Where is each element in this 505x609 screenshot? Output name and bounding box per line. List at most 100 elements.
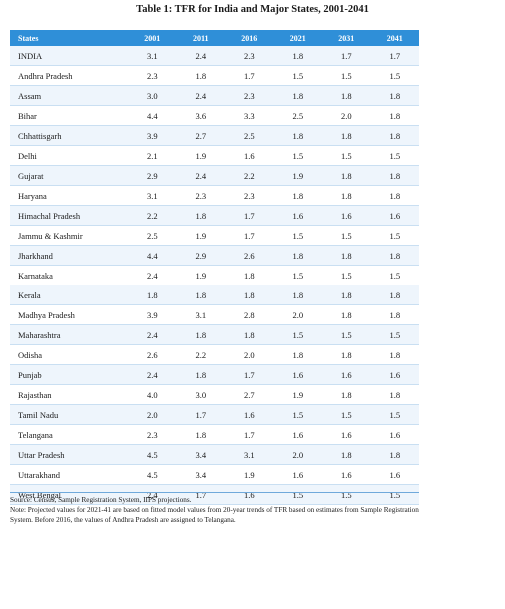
tfr-value-cell: 1.6 xyxy=(243,150,255,161)
header-year: 2001 xyxy=(144,33,161,43)
state-name-cell: Haryana xyxy=(18,190,47,201)
state-name-cell: Chhattisgarh xyxy=(18,130,62,141)
tfr-value-cell: 1.7 xyxy=(243,429,255,440)
tfr-value-cell: 3.4 xyxy=(195,469,207,480)
header-year: 2041 xyxy=(386,33,403,43)
table-row: INDIA 3.1 2.4 2.3 1.8 1.7 1.7 xyxy=(10,46,419,66)
tfr-value-cell: 1.6 xyxy=(389,369,401,380)
tfr-value-cell: 2.0 xyxy=(243,349,255,360)
tfr-value-cell: 1.7 xyxy=(389,50,401,61)
tfr-value-cell: 1.6 xyxy=(292,429,304,440)
tfr-value-cell: 1.8 xyxy=(340,250,352,261)
tfr-value-cell: 1.9 xyxy=(243,469,255,480)
tfr-value-cell: 2.4 xyxy=(146,369,158,380)
tfr-value-cell: 1.5 xyxy=(340,329,352,340)
tfr-value-cell: 1.8 xyxy=(340,170,352,181)
table-row: Punjab 2.4 1.8 1.7 1.6 1.6 1.6 xyxy=(10,365,419,385)
tfr-value-cell: 1.5 xyxy=(340,70,352,81)
tfr-value-cell: 1.8 xyxy=(146,289,158,300)
tfr-value-cell: 1.8 xyxy=(389,449,401,460)
tfr-value-cell: 2.0 xyxy=(146,409,158,420)
tfr-value-cell: 3.1 xyxy=(146,50,158,61)
state-name-cell: Maharashtra xyxy=(18,329,61,340)
tfr-value-cell: 3.1 xyxy=(195,309,207,320)
tfr-value-cell: 1.8 xyxy=(292,349,304,360)
tfr-value-cell: 1.8 xyxy=(389,130,401,141)
tfr-value-cell: 1.7 xyxy=(243,210,255,221)
tfr-value-cell: 1.5 xyxy=(389,489,401,500)
table-row: Bihar 4.4 3.6 3.3 2.5 2.0 1.8 xyxy=(10,106,419,126)
table-row: Rajasthan 4.0 3.0 2.7 1.9 1.8 1.8 xyxy=(10,385,419,405)
tfr-value-cell: 2.3 xyxy=(146,429,158,440)
tfr-value-cell: 4.0 xyxy=(146,389,158,400)
tfr-value-cell: 1.5 xyxy=(292,70,304,81)
tfr-value-cell: 1.5 xyxy=(340,270,352,281)
table-row: Odisha 2.6 2.2 2.0 1.8 1.8 1.8 xyxy=(10,345,419,365)
table-row: Tamil Nadu 2.0 1.7 1.6 1.5 1.5 1.5 xyxy=(10,405,419,425)
tfr-value-cell: 3.9 xyxy=(146,309,158,320)
tfr-value-cell: 1.8 xyxy=(195,329,207,340)
tfr-table-part-2: Kerala 1.8 1.8 1.8 1.8 1.8 1.8 Madhya Pradesh 3.… xyxy=(10,285,419,505)
tfr-value-cell: 1.5 xyxy=(340,489,352,500)
tfr-value-cell: 1.5 xyxy=(389,70,401,81)
tfr-value-cell: 1.8 xyxy=(389,289,401,300)
tfr-value-cell: 1.8 xyxy=(389,389,401,400)
tfr-value-cell: 1.8 xyxy=(243,270,255,281)
tfr-value-cell: 1.8 xyxy=(340,389,352,400)
table-row: Assam 3.0 2.4 2.3 1.8 1.8 1.8 xyxy=(10,86,419,106)
header-year: 2016 xyxy=(241,33,258,43)
tfr-value-cell: 1.8 xyxy=(195,70,207,81)
table-row: Delhi 2.1 1.9 1.6 1.5 1.5 1.5 xyxy=(10,146,419,166)
table-row: Jammu & Kashmir 2.5 1.9 1.7 1.5 1.5 1.5 xyxy=(10,226,419,246)
tfr-value-cell: 1.6 xyxy=(292,469,304,480)
state-name-cell: Himachal Pradesh xyxy=(18,210,81,221)
tfr-value-cell: 1.8 xyxy=(292,289,304,300)
tfr-value-cell: 1.5 xyxy=(292,270,304,281)
tfr-value-cell: 1.6 xyxy=(340,429,352,440)
tfr-value-cell: 2.2 xyxy=(243,170,255,181)
tfr-value-cell: 1.6 xyxy=(292,369,304,380)
state-name-cell: Tamil Nadu xyxy=(18,409,59,420)
tfr-value-cell: 1.8 xyxy=(389,250,401,261)
projection-note: Note: Projected values for 2021-41 are b… xyxy=(10,506,419,524)
table-row: Jharkhand 4.4 2.9 2.6 1.8 1.8 1.8 xyxy=(10,246,419,266)
tfr-value-cell: 2.5 xyxy=(146,230,158,241)
tfr-value-cell: 2.6 xyxy=(243,250,255,261)
tfr-value-cell: 2.7 xyxy=(243,389,255,400)
state-name-cell: Kerala xyxy=(18,289,41,300)
tfr-value-cell: 1.8 xyxy=(340,449,352,460)
tfr-value-cell: 2.3 xyxy=(243,90,255,101)
table-header-row: States 2001 2011 2016 2021 2031 2041 xyxy=(10,30,419,46)
tfr-value-cell: 1.5 xyxy=(292,329,304,340)
tfr-value-cell: 3.0 xyxy=(146,90,158,101)
tfr-value-cell: 2.3 xyxy=(195,190,207,201)
state-name-cell: Madhya Pradesh xyxy=(18,309,75,320)
tfr-value-cell: 1.5 xyxy=(340,230,352,241)
tfr-value-cell: 1.8 xyxy=(389,170,401,181)
tfr-value-cell: 1.8 xyxy=(243,329,255,340)
tfr-value-cell: 3.1 xyxy=(146,190,158,201)
tfr-value-cell: 1.9 xyxy=(292,389,304,400)
tfr-value-cell: 1.8 xyxy=(389,309,401,320)
header-year: 2011 xyxy=(192,33,209,43)
table-row: Maharashtra 2.4 1.8 1.8 1.5 1.5 1.5 xyxy=(10,325,419,345)
table-row: Haryana 3.1 2.3 2.3 1.8 1.8 1.8 xyxy=(10,186,419,206)
tfr-value-cell: 2.5 xyxy=(243,130,255,141)
tfr-value-cell: 1.8 xyxy=(340,309,352,320)
tfr-value-cell: 1.8 xyxy=(340,90,352,101)
tfr-value-cell: 4.4 xyxy=(146,110,158,121)
tfr-value-cell: 1.7 xyxy=(243,70,255,81)
tfr-value-cell: 1.8 xyxy=(243,289,255,300)
tfr-value-cell: 3.9 xyxy=(146,130,158,141)
table-title: Table 1: TFR for India and Major States,… xyxy=(136,4,369,15)
tfr-value-cell: 2.5 xyxy=(292,110,304,121)
table-row: Madhya Pradesh 3.9 3.1 2.8 2.0 1.8 1.8 xyxy=(10,305,419,325)
tfr-value-cell: 1.7 xyxy=(243,369,255,380)
tfr-value-cell: 1.5 xyxy=(389,270,401,281)
tfr-value-cell: 2.4 xyxy=(195,170,207,181)
tfr-value-cell: 1.9 xyxy=(195,150,207,161)
table-row: Chhattisgarh 3.9 2.7 2.5 1.8 1.8 1.8 xyxy=(10,126,419,146)
tfr-value-cell: 4.4 xyxy=(146,250,158,261)
state-name-cell: Jammu & Kashmir xyxy=(18,230,83,241)
source-note: Source: Census, Sample Registration Syst… xyxy=(10,492,419,505)
